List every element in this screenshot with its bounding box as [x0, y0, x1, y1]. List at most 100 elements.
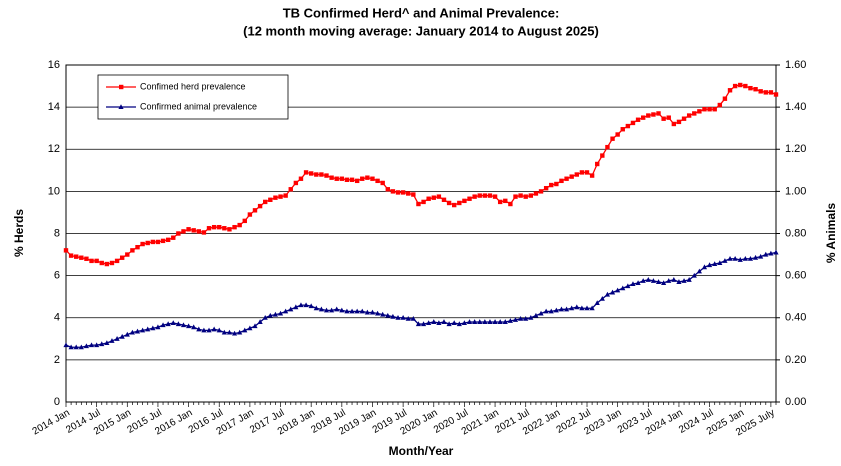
data-point — [712, 107, 717, 112]
data-point — [145, 240, 150, 246]
data-point — [84, 256, 89, 261]
data-point — [201, 327, 207, 333]
data-point — [140, 241, 145, 247]
data-point — [472, 319, 478, 324]
data-point — [548, 308, 554, 314]
data-point — [594, 300, 600, 306]
data-point — [252, 208, 258, 213]
data-point — [88, 342, 95, 348]
data-point — [201, 230, 207, 235]
data-point — [206, 226, 212, 231]
data-point — [257, 203, 263, 209]
data-point — [375, 178, 380, 184]
x-tick-label: 2014 Jan — [31, 407, 72, 437]
data-point — [176, 231, 181, 236]
data-point — [502, 319, 508, 324]
data-point — [339, 307, 345, 313]
data-point — [752, 254, 759, 260]
data-point — [99, 260, 104, 266]
data-point — [165, 321, 171, 327]
data-point — [380, 311, 386, 317]
data-point — [94, 342, 100, 348]
data-point — [288, 306, 294, 312]
data-point — [763, 90, 768, 95]
data-point — [620, 285, 626, 291]
data-point — [191, 324, 197, 330]
data-point — [666, 278, 672, 283]
data-point — [155, 324, 161, 330]
data-point — [569, 305, 575, 311]
data-point — [374, 310, 381, 316]
data-point — [661, 116, 666, 121]
data-point — [283, 193, 288, 198]
y2-tick-label: 0.20 — [785, 354, 806, 366]
data-point — [109, 338, 115, 343]
data-point — [257, 319, 263, 324]
data-point — [124, 331, 130, 337]
data-point — [661, 280, 667, 285]
data-point — [599, 295, 605, 301]
data-point — [334, 176, 339, 181]
data-point — [441, 319, 447, 324]
data-point — [605, 144, 610, 150]
data-point — [68, 253, 74, 258]
data-point — [559, 178, 564, 184]
data-point — [83, 343, 90, 349]
data-point — [456, 321, 462, 327]
data-point — [492, 319, 498, 324]
data-point — [426, 196, 431, 201]
data-point — [702, 107, 707, 112]
data-point — [221, 329, 227, 335]
data-point — [482, 319, 488, 324]
data-point — [308, 171, 314, 176]
data-point — [293, 180, 299, 186]
data-point — [707, 107, 712, 112]
data-point — [487, 319, 493, 324]
data-point — [400, 190, 406, 195]
data-point — [512, 317, 519, 322]
data-point — [405, 316, 411, 321]
data-point — [595, 161, 600, 167]
data-point — [79, 255, 84, 260]
data-point — [737, 257, 743, 262]
data-point — [114, 336, 120, 341]
data-point — [339, 176, 345, 181]
data-point — [773, 249, 779, 255]
data-point — [196, 326, 202, 332]
data-point — [186, 227, 191, 232]
data-point — [242, 218, 247, 224]
data-point — [763, 251, 769, 257]
data-point — [415, 321, 422, 327]
data-point — [507, 318, 513, 323]
data-point — [446, 200, 452, 206]
data-point — [727, 255, 733, 261]
y2-tick-label: 1.00 — [785, 185, 806, 197]
data-point — [625, 283, 631, 289]
data-point — [564, 176, 569, 181]
data-point — [129, 329, 136, 335]
data-point — [640, 278, 646, 283]
data-point — [640, 115, 646, 120]
data-point — [538, 310, 544, 316]
data-point — [262, 314, 268, 320]
y2-tick-label: 0.80 — [785, 227, 806, 239]
data-point — [523, 316, 529, 321]
data-point — [742, 255, 748, 261]
data-point — [354, 178, 360, 184]
data-point — [518, 316, 524, 321]
data-point — [119, 255, 125, 260]
data-point — [497, 199, 503, 205]
data-point — [722, 96, 728, 101]
legend-box — [97, 74, 289, 120]
data-point — [421, 199, 426, 205]
data-point — [625, 123, 631, 129]
data-point — [451, 320, 457, 326]
data-point — [462, 198, 467, 204]
data-point — [758, 89, 763, 94]
data-point — [563, 306, 570, 312]
data-point — [691, 272, 697, 278]
data-point — [523, 194, 528, 199]
data-point — [584, 170, 590, 175]
data-point — [99, 341, 105, 347]
